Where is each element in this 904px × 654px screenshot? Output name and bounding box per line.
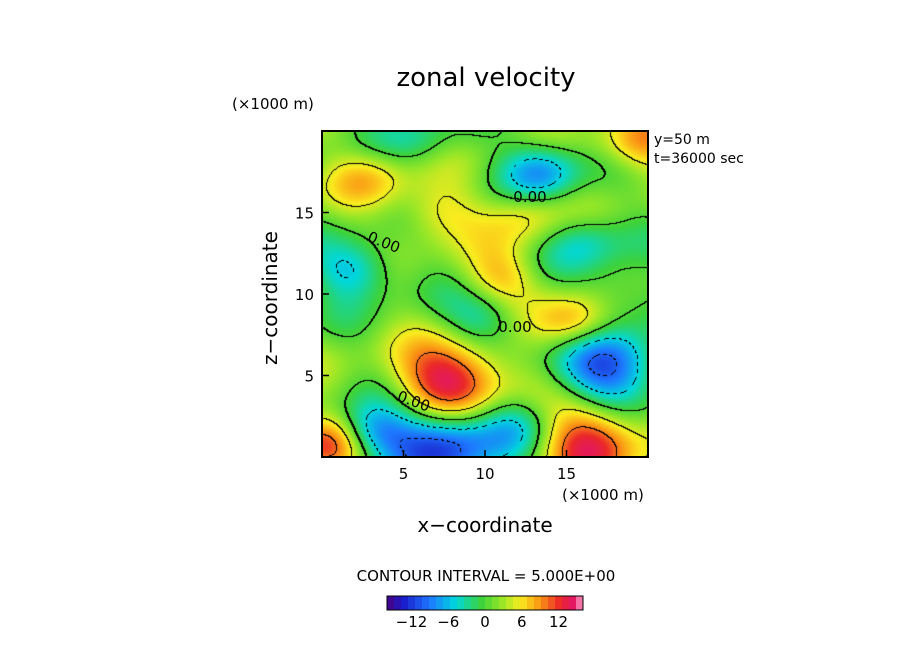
colorbar-swatch bbox=[422, 596, 430, 610]
x-axis-title: x−coordinate bbox=[417, 513, 552, 537]
colorbar-swatch bbox=[569, 596, 577, 610]
colorbar-tick-label: 0 bbox=[480, 613, 490, 631]
colorbar-swatch bbox=[506, 596, 514, 610]
x-tick-label: 5 bbox=[399, 465, 409, 483]
colorbar-swatch bbox=[576, 596, 584, 610]
annotation-y: y=50 m bbox=[654, 132, 710, 148]
x-tick-label: 15 bbox=[557, 465, 576, 483]
colorbar-swatch bbox=[429, 596, 437, 610]
x-axis: 5 10 15 bbox=[399, 450, 576, 483]
colorbar-swatch bbox=[534, 596, 542, 610]
colorbar-swatch bbox=[499, 596, 507, 610]
colorbar-swatch bbox=[492, 596, 500, 610]
colorbar-tick-label: 6 bbox=[517, 613, 527, 631]
plot-area bbox=[321, 130, 649, 458]
colorbar-swatch bbox=[415, 596, 423, 610]
colorbar-swatch bbox=[457, 596, 465, 610]
colorbar-swatch bbox=[464, 596, 472, 610]
y-axis-title: z−coordinate bbox=[258, 231, 282, 365]
x-unit-label: (×1000 m) bbox=[562, 486, 644, 504]
y-tick-label: 5 bbox=[304, 368, 314, 386]
contour-label: 0.00 bbox=[498, 318, 531, 336]
colorbar-swatch bbox=[387, 596, 395, 610]
colorbar-swatch bbox=[394, 596, 402, 610]
colorbar-swatch bbox=[548, 596, 556, 610]
colorbar-swatch bbox=[408, 596, 416, 610]
colorbar-swatch bbox=[527, 596, 535, 610]
colorbar-swatch bbox=[555, 596, 563, 610]
y-tick-label: 10 bbox=[295, 286, 314, 304]
colorbar-swatch bbox=[450, 596, 458, 610]
colorbar-swatch bbox=[513, 596, 521, 610]
annotation-time: t=36000 sec bbox=[654, 151, 744, 167]
colorbar-swatch bbox=[478, 596, 486, 610]
colorbar-swatch bbox=[485, 596, 493, 610]
y-unit-label: (×1000 m) bbox=[232, 95, 314, 113]
colorbar-swatch bbox=[443, 596, 451, 610]
y-axis: 5 10 15 bbox=[295, 205, 329, 386]
colorbar bbox=[386, 595, 584, 611]
colorbar-swatch bbox=[401, 596, 409, 610]
colorbar-swatch bbox=[562, 596, 570, 610]
heatmap-field bbox=[322, 131, 648, 457]
chart-title: zonal velocity bbox=[396, 63, 575, 93]
x-tick-label: 10 bbox=[475, 465, 494, 483]
colorbar-swatch bbox=[436, 596, 444, 610]
colorbar-swatch bbox=[541, 596, 549, 610]
contour-interval-label: CONTOUR INTERVAL = 5.000E+00 bbox=[357, 567, 616, 585]
colorbar-tick-label: −6 bbox=[437, 613, 459, 631]
colorbar-tick-label: −12 bbox=[396, 613, 428, 631]
colorbar-frame bbox=[386, 595, 584, 611]
colorbar-swatch bbox=[520, 596, 528, 610]
colorbar-ticks: −12 −6 0 6 12 bbox=[396, 613, 568, 631]
colorbar-tick-label: 12 bbox=[549, 613, 568, 631]
contour-label: 0.00 bbox=[513, 188, 546, 206]
colorbar-swatch bbox=[471, 596, 479, 610]
y-tick-label: 15 bbox=[295, 205, 314, 223]
